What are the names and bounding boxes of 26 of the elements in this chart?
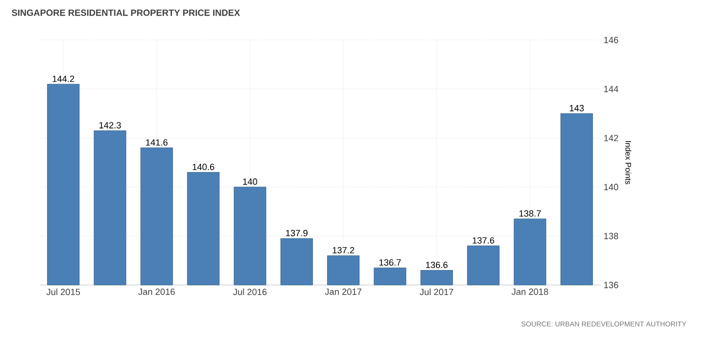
y-axis-title: Index Points (625, 141, 632, 184)
data-label: 140 (243, 178, 258, 185)
x-tick-label: Jan 2016 (138, 288, 175, 295)
y-tick-label: 136 (604, 282, 618, 288)
y-tick-label: 138 (604, 232, 618, 240)
x-tick-label: Jan 2018 (512, 288, 548, 295)
chart-title: SINGAPORE RESIDENTIAL PROPERTY PRICE INDEX (12, 10, 240, 16)
data-label: 137.9 (286, 230, 308, 236)
y-tick-label: 142 (604, 134, 618, 142)
y-tick-label: 144 (604, 86, 618, 92)
data-label: 144.2 (52, 76, 74, 82)
data-label: 141.6 (146, 139, 168, 146)
x-tick-label: Jul 2017 (420, 288, 454, 296)
x-tick-label: Jul 2016 (233, 288, 267, 296)
data-label: 137.2 (332, 247, 354, 254)
x-tick-label: Jul 2015 (46, 288, 80, 296)
data-label: 138.7 (519, 210, 541, 217)
y-tick-label: 140 (604, 184, 618, 190)
data-label: 136.6 (426, 262, 448, 268)
data-label: 143 (570, 104, 584, 112)
y-tick-label: 146 (604, 36, 618, 44)
data-label: 136.7 (379, 259, 401, 266)
x-tick-label: Jan 2017 (324, 288, 362, 295)
data-label: 140.6 (192, 164, 214, 170)
data-label: 142.3 (99, 122, 121, 128)
data-label: 137.6 (472, 237, 494, 244)
